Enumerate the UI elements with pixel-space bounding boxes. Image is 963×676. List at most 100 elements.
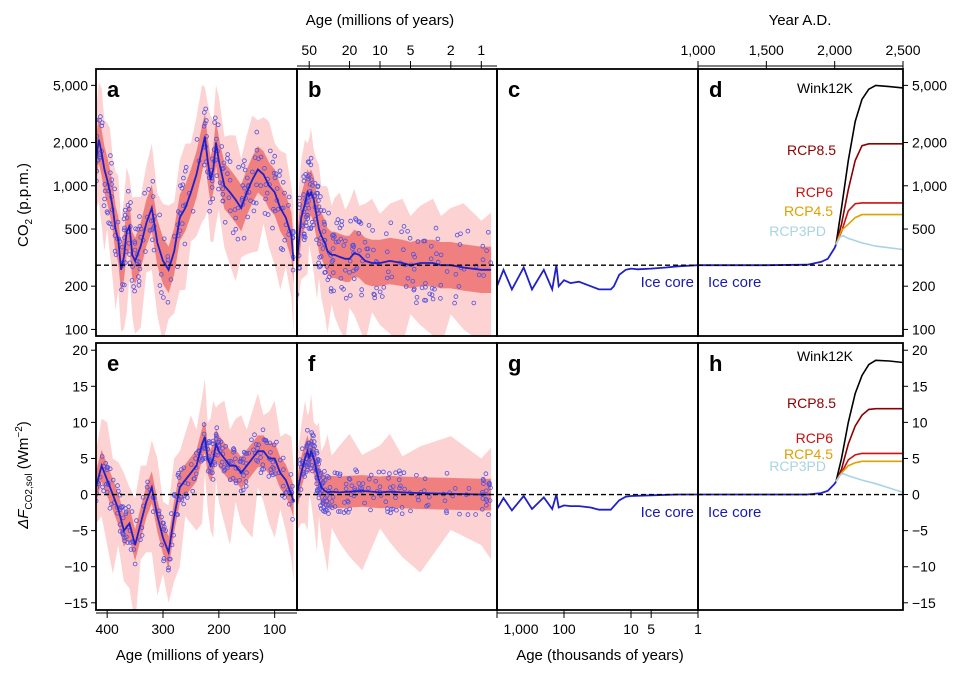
data-point [343, 481, 349, 487]
data-point [202, 162, 207, 168]
data-point [202, 110, 207, 115]
data-point [223, 443, 229, 449]
data-point [99, 454, 105, 459]
data-point [486, 481, 492, 487]
data-point [371, 495, 376, 501]
data-point [351, 276, 357, 282]
data-point [272, 175, 278, 181]
data-point [288, 472, 294, 477]
y-tick-label: 5,000 [53, 77, 88, 93]
data-point [410, 278, 416, 284]
data-point [271, 442, 277, 448]
data-point [310, 432, 315, 438]
data-point [315, 458, 321, 463]
data-point [321, 229, 327, 234]
y-tick-label: 200 [65, 278, 89, 294]
uncertainty-band-inner [96, 420, 294, 569]
data-point [356, 231, 362, 236]
data-point [402, 486, 407, 492]
data-point [309, 439, 314, 444]
y-tick-label: 1,000 [912, 178, 947, 194]
uncertainty-band-outer [96, 379, 294, 610]
data-point [110, 225, 115, 230]
data-point [272, 208, 278, 214]
data-point [326, 511, 331, 516]
data-point [161, 556, 167, 561]
data-point [166, 567, 171, 573]
data-point [316, 198, 321, 203]
data-point [214, 425, 220, 431]
data-point [147, 228, 153, 233]
data-point [105, 210, 110, 216]
data-point [306, 226, 312, 231]
data-point [243, 483, 249, 489]
data-point [279, 493, 285, 498]
row1-ylabel: CO2 (p.p.m.) [15, 163, 35, 247]
panel-label-c: c [508, 77, 520, 102]
uncertainty-band-inner [297, 169, 492, 293]
data-point [325, 473, 330, 479]
data-point [348, 218, 353, 224]
data-point [251, 200, 256, 205]
data-point [259, 467, 265, 472]
data-point [377, 484, 383, 490]
data-point [129, 509, 135, 514]
data-point [251, 447, 256, 453]
data-point [376, 469, 382, 475]
data-point [326, 210, 331, 216]
data-point [321, 508, 326, 514]
data-point [225, 465, 230, 471]
data-point [249, 437, 254, 443]
data-point [131, 284, 136, 289]
data-point [453, 294, 459, 299]
data-point [120, 532, 126, 537]
data-point [277, 457, 283, 463]
data-point [220, 186, 226, 191]
data-point [422, 297, 427, 303]
data-point [214, 433, 219, 439]
data-point [368, 507, 373, 513]
data-point [253, 200, 259, 206]
data-point [444, 510, 449, 516]
data-point [444, 470, 450, 476]
data-point [346, 476, 352, 481]
data-point [250, 169, 255, 175]
data-point [290, 517, 295, 522]
data-point [214, 173, 220, 179]
data-point [139, 533, 145, 538]
data-point [303, 223, 309, 229]
data-point [389, 274, 395, 280]
scenario-label: RCP6 [796, 430, 834, 446]
data-point [227, 159, 233, 164]
data-point [324, 264, 330, 269]
data-point [108, 153, 113, 158]
data-point [306, 176, 311, 182]
data-point [233, 478, 239, 484]
data-point [311, 439, 317, 444]
x-tick-label: 20 [342, 42, 358, 58]
data-point [318, 254, 324, 259]
data-point [213, 431, 219, 437]
data-point [96, 160, 99, 165]
data-point [128, 200, 133, 205]
data-point [270, 459, 276, 465]
data-point [432, 286, 437, 292]
y-tick-label: 15 [912, 378, 928, 394]
data-point [221, 160, 227, 166]
data-point [424, 503, 429, 509]
data-point [102, 182, 108, 187]
data-point [488, 485, 493, 491]
scenario-label: RCP3PD [769, 458, 826, 474]
y-tick-label: 5 [80, 450, 88, 466]
data-point [384, 275, 390, 281]
data-point [235, 236, 241, 242]
data-point [377, 289, 383, 295]
x-tick-label: 100 [552, 621, 576, 637]
scenario-label: RCP4.5 [784, 203, 833, 219]
y-tick-label: 500 [912, 221, 936, 237]
data-point [283, 490, 288, 496]
data-point [143, 249, 148, 254]
data-point [134, 518, 139, 523]
data-point [327, 250, 332, 256]
data-point [333, 239, 339, 245]
